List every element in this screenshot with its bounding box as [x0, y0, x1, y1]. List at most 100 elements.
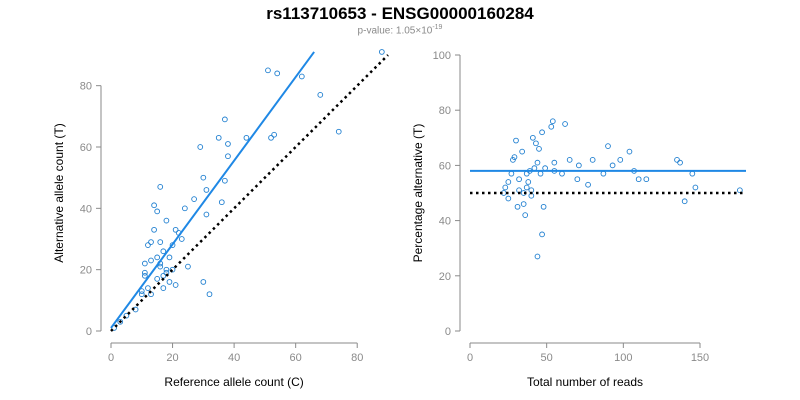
data-point [335, 128, 342, 135]
y-tick-label: 20 [439, 271, 451, 283]
data-point [737, 187, 743, 194]
data-point [197, 144, 204, 150]
y-tick-label: 20 [80, 265, 92, 277]
data-point [562, 121, 568, 127]
data-point [548, 123, 555, 130]
data-point [519, 148, 525, 155]
pvalue-subtitle: p-value: 1.05×10-19 [0, 24, 800, 36]
y-tick-label: 40 [439, 216, 451, 228]
data-point [225, 153, 231, 160]
data-point [163, 266, 170, 273]
data-point [522, 212, 529, 218]
data-point [138, 288, 145, 294]
data-point [178, 236, 185, 242]
data-point [536, 145, 542, 152]
data-point [166, 254, 173, 261]
data-point [677, 159, 683, 166]
data-point [539, 231, 545, 238]
data-point [511, 154, 518, 160]
data-point [154, 254, 161, 261]
data-point [689, 170, 696, 177]
data-point [151, 226, 157, 233]
y-tick-label: 40 [80, 203, 92, 215]
data-point [523, 184, 530, 191]
data-point [274, 70, 281, 77]
data-point [182, 205, 188, 212]
data-point [154, 276, 161, 282]
x-tick-label: 80 [351, 352, 363, 364]
x-tick-label: 0 [108, 352, 114, 364]
data-point [566, 157, 573, 163]
data-point [142, 260, 148, 267]
y-tick-label: 80 [80, 81, 92, 93]
x-tick-label: 0 [467, 352, 473, 364]
data-point [166, 279, 173, 285]
data-point [200, 279, 207, 285]
data-point [243, 134, 250, 141]
data-point [142, 269, 148, 276]
data-point [508, 170, 515, 177]
data-point [157, 239, 164, 245]
data-point [626, 148, 633, 155]
data-point [138, 291, 145, 298]
data-point [534, 253, 541, 260]
data-point [643, 176, 650, 183]
data-point [520, 201, 527, 207]
data-point [160, 285, 167, 291]
data-point [540, 203, 547, 210]
y-axis-title: Alternative allele count (T) [52, 123, 66, 262]
data-point [268, 134, 274, 141]
pvalue-text: p-value: 1.05×10 [357, 25, 433, 37]
data-point [172, 282, 179, 288]
data-point [117, 318, 124, 325]
data-point [163, 217, 170, 224]
data-point [534, 159, 541, 166]
data-point [539, 129, 545, 136]
x-tick-label: 40 [228, 352, 240, 364]
x-tick-label: 50 [541, 352, 553, 364]
data-point [502, 184, 509, 191]
data-point [157, 263, 164, 270]
x-tick-label: 150 [691, 352, 709, 364]
data-point [225, 141, 231, 147]
pvalue-exponent: -19 [432, 24, 443, 31]
data-point [542, 165, 548, 172]
data-point [523, 170, 530, 177]
x-axis-title: Total number of reads [527, 375, 643, 389]
y-tick-label: 0 [86, 326, 92, 338]
y-tick-label: 80 [439, 105, 451, 117]
data-point [589, 157, 596, 163]
data-point [206, 291, 213, 298]
fit-line [110, 51, 315, 329]
data-point [505, 195, 512, 202]
data-point [674, 157, 680, 163]
data-point [172, 226, 179, 233]
data-point [145, 242, 151, 248]
data-point [617, 157, 624, 163]
data-point [169, 266, 176, 273]
data-point [123, 312, 130, 319]
y-tick-label: 100 [433, 50, 451, 62]
x-tick-label: 60 [290, 352, 302, 364]
data-point [378, 49, 385, 55]
data-point [510, 157, 516, 163]
data-point [218, 199, 225, 206]
data-point [600, 170, 607, 177]
data-point [298, 73, 305, 80]
data-point [516, 176, 522, 183]
data-point [576, 162, 582, 169]
data-point [513, 137, 519, 144]
x-axis-title: Reference allele count (C) [164, 375, 303, 389]
data-point [222, 177, 228, 184]
data-point [559, 170, 565, 177]
data-point [635, 176, 642, 183]
data-point [605, 143, 611, 149]
data-point [200, 174, 207, 181]
data-point [514, 203, 521, 210]
data-point [525, 179, 532, 185]
data-point [215, 134, 222, 141]
x-tick-label: 20 [166, 352, 178, 364]
data-point [160, 248, 167, 255]
